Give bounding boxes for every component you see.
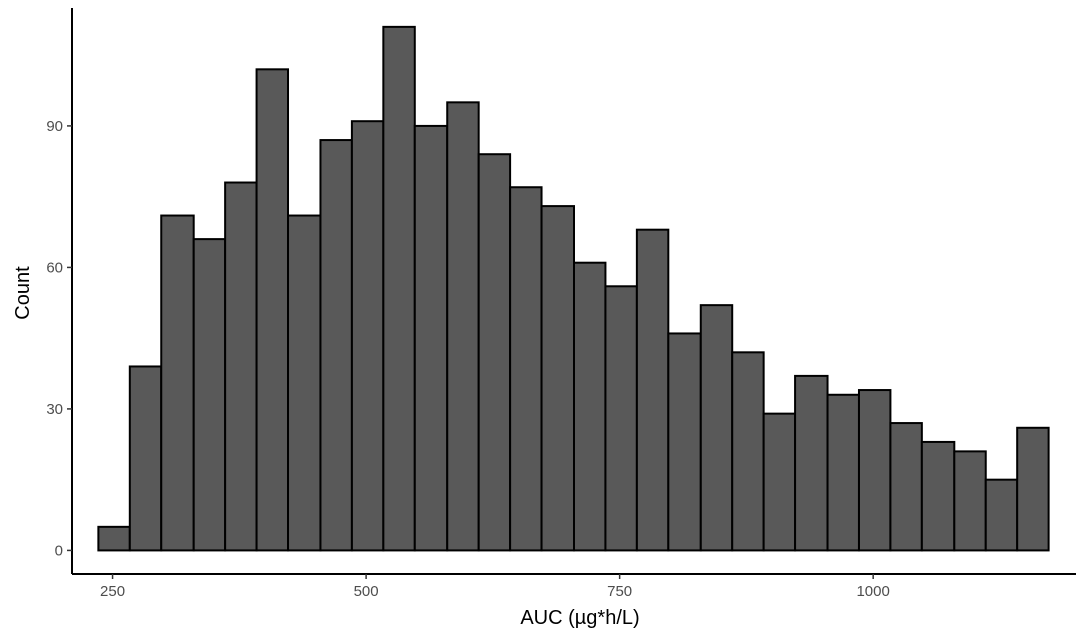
- histogram-bar-22: [762, 412, 797, 552]
- histogram-bar-12: [446, 101, 480, 552]
- y-tick-label: 60: [46, 259, 63, 276]
- histogram-bar-6: [255, 68, 290, 552]
- histogram-bar-21: [731, 351, 765, 552]
- y-tick-label: 30: [46, 401, 63, 418]
- x-tick-label: 750: [607, 583, 632, 600]
- histogram-bar-30: [1016, 426, 1050, 552]
- y-tick-label: 0: [55, 542, 63, 559]
- histogram-bar-15: [540, 205, 576, 552]
- x-tick-label: 500: [354, 583, 379, 600]
- histogram-bar-3: [160, 214, 195, 552]
- x-axis-title: AUC (µg*h/L): [520, 607, 639, 629]
- y-axis-title: Count: [12, 266, 34, 320]
- histogram-bar-24: [826, 393, 860, 552]
- histogram-bar-29: [984, 478, 1019, 552]
- histogram-bar-2: [128, 365, 163, 552]
- y-tick-label: 90: [46, 118, 63, 135]
- histogram-bar-17: [604, 285, 638, 552]
- histogram-bar-13: [477, 153, 512, 552]
- histogram-bar-26: [889, 422, 923, 552]
- histogram-bar-25: [857, 389, 892, 552]
- x-axis: 250 500 750 1000: [72, 573, 1076, 600]
- histogram-bar-19: [667, 332, 702, 552]
- histogram-bar-8: [319, 139, 353, 552]
- histogram-bar-7: [287, 214, 322, 552]
- y-axis: 0 30 60 90: [46, 8, 73, 574]
- x-tick-label: 1000: [856, 583, 889, 600]
- histogram-bar-20: [699, 304, 734, 552]
- histogram-bar-18: [635, 228, 670, 552]
- bars-group: [97, 25, 1050, 552]
- histogram-bar-10: [382, 25, 416, 552]
- histogram-bar-4: [192, 238, 227, 552]
- x-tick-label: 250: [100, 583, 125, 600]
- histogram-bar-16: [573, 261, 607, 552]
- histogram-bar-1: [97, 525, 131, 552]
- histogram-bar-14: [509, 186, 543, 552]
- histogram-bar-23: [794, 374, 829, 552]
- histogram-bar-9: [350, 120, 385, 552]
- histogram-bar-5: [224, 181, 258, 552]
- histogram-bar-27: [920, 440, 956, 552]
- histogram-bar-28: [953, 450, 987, 552]
- histogram-bar-11: [413, 124, 449, 552]
